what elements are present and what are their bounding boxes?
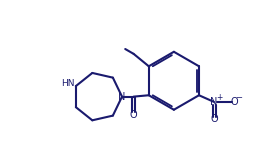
Text: O: O xyxy=(130,110,137,119)
Text: O: O xyxy=(210,114,218,124)
Text: −: − xyxy=(235,93,243,102)
Text: HN: HN xyxy=(62,79,75,88)
Text: +: + xyxy=(216,93,222,102)
Text: O: O xyxy=(230,97,238,107)
Text: N: N xyxy=(211,97,218,107)
Text: N: N xyxy=(118,92,126,102)
